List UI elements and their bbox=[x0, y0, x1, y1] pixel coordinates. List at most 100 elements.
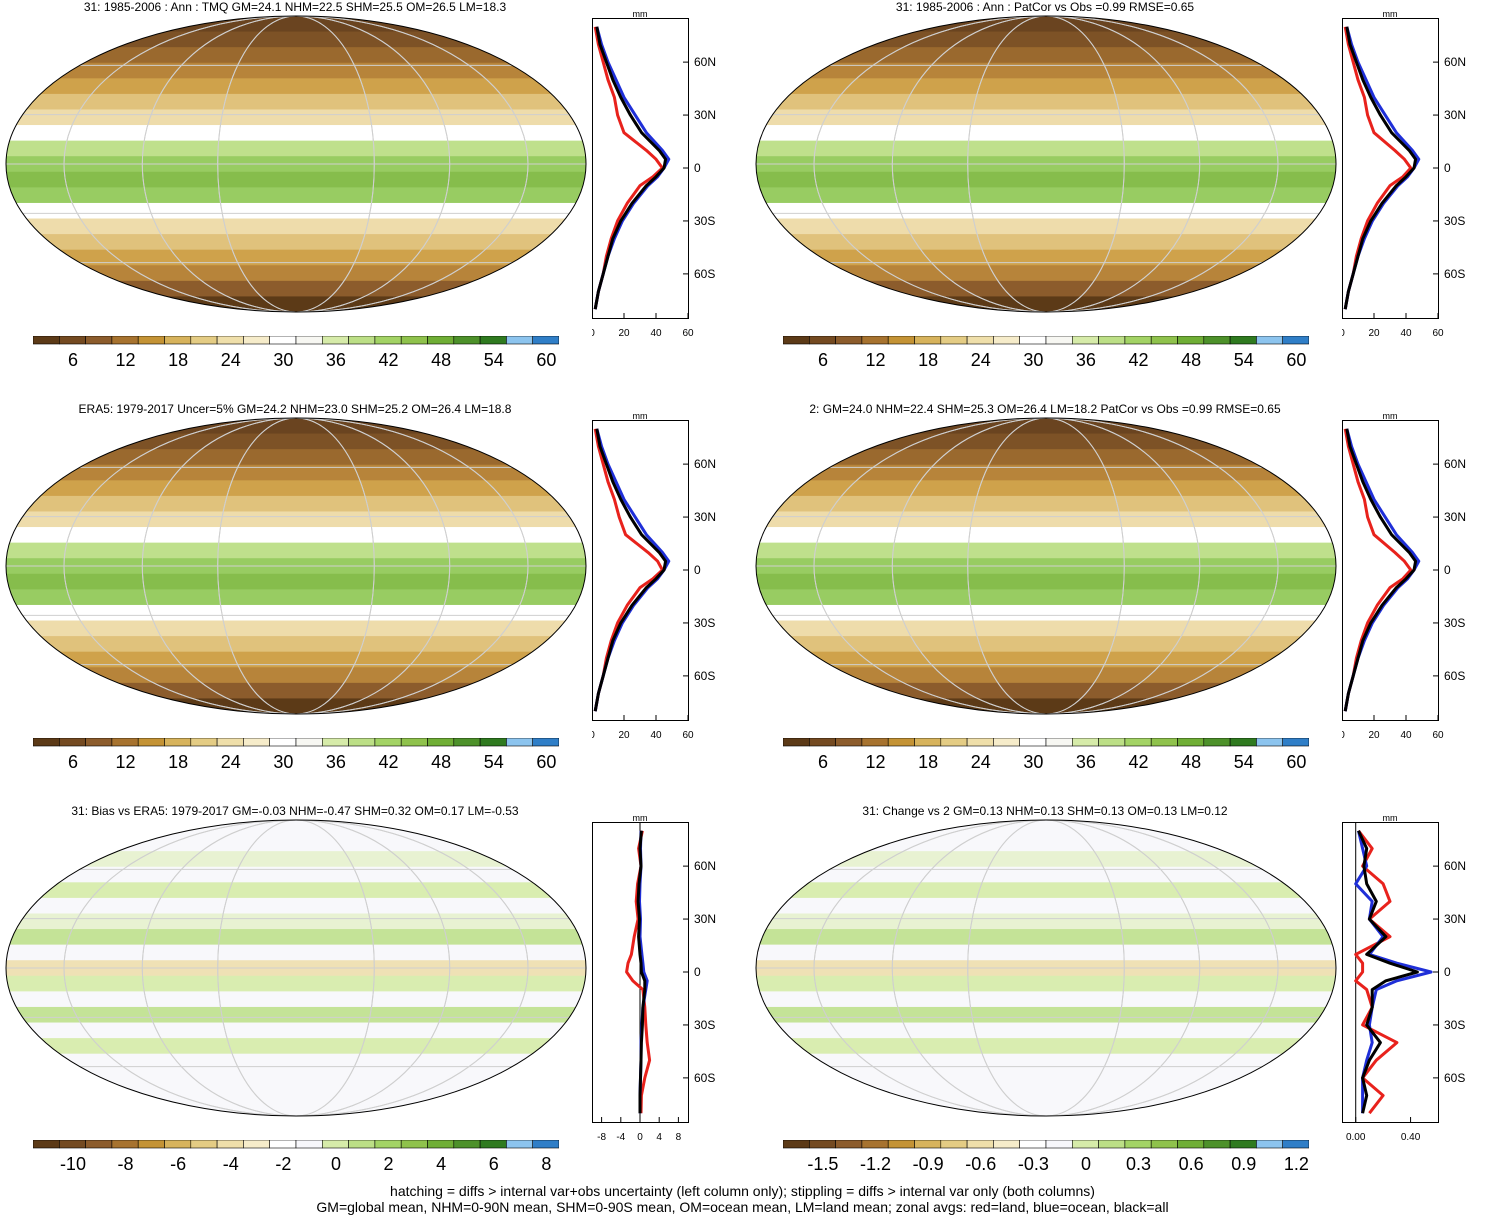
colorbar-swatch bbox=[1045, 1140, 1073, 1149]
zonal-x-label: 40 bbox=[1400, 328, 1412, 339]
colorbar-label: 8 bbox=[541, 1154, 551, 1174]
map-field bbox=[756, 418, 1336, 714]
colorbar-label: 4 bbox=[436, 1154, 446, 1174]
latitude-band bbox=[6, 835, 586, 853]
colorbar-label: 24 bbox=[971, 350, 991, 370]
global-map bbox=[5, 15, 587, 313]
latitude-band bbox=[6, 480, 586, 497]
colorbar-swatch bbox=[914, 738, 942, 747]
colorbar-swatch bbox=[190, 1140, 218, 1149]
latitude-band bbox=[6, 187, 586, 204]
colorbar-swatch bbox=[374, 738, 402, 747]
colorbar-label: 54 bbox=[1234, 752, 1254, 772]
colorbar-swatch bbox=[835, 1140, 863, 1149]
colorbar-swatch bbox=[808, 336, 836, 345]
colorbar-swatch bbox=[479, 738, 507, 747]
colorbar-swatch bbox=[269, 336, 297, 345]
colorbar: 612182430364248546066 bbox=[783, 336, 1309, 370]
latitude-band bbox=[756, 1100, 1336, 1116]
latitude-band bbox=[756, 991, 1336, 1008]
colorbar-swatch bbox=[783, 738, 810, 747]
colorbar-swatch bbox=[58, 738, 86, 747]
zonal-series-land bbox=[1343, 428, 1413, 712]
meridian-line bbox=[63, 418, 529, 714]
map-title: 2: GM=24.0 NHM=22.4 SHM=25.3 OM=26.4 LM=… bbox=[809, 402, 1281, 416]
colorbar-label: 12 bbox=[866, 350, 886, 370]
colorbar-swatch bbox=[532, 738, 559, 747]
zonal-series-ocean bbox=[1354, 830, 1433, 1114]
global-map bbox=[5, 819, 587, 1117]
latitude-band bbox=[6, 944, 586, 962]
latitude-band bbox=[6, 218, 586, 236]
colorbar-label: 12 bbox=[866, 752, 886, 772]
colorbar-swatch bbox=[111, 336, 139, 345]
colorbar-swatch bbox=[269, 738, 297, 747]
zonal-mean-plot: mm 60N 30N 0 30S 60S 0 20 40 60 bbox=[1342, 12, 1466, 339]
zonal-lat-label: 30N bbox=[694, 912, 716, 926]
colorbar-swatch bbox=[137, 336, 165, 345]
colorbar-swatch bbox=[1045, 738, 1073, 747]
colorbar-swatch bbox=[33, 336, 60, 345]
latitude-band bbox=[756, 109, 1336, 127]
colorbar-swatch bbox=[993, 1140, 1020, 1149]
zonal-series-all bbox=[636, 830, 647, 1114]
colorbar-label: -0.3 bbox=[1018, 1154, 1049, 1174]
latitude-band bbox=[6, 882, 586, 899]
zonal-x-label: 20 bbox=[1368, 730, 1380, 741]
latitude-band bbox=[756, 620, 1336, 638]
latitude-band bbox=[756, 573, 1336, 591]
colorbar-swatch bbox=[479, 1140, 507, 1149]
latitude-band bbox=[6, 667, 586, 684]
zonal-lat-label: 30S bbox=[1444, 1018, 1465, 1032]
zonal-series-all bbox=[593, 428, 668, 712]
meridian-line bbox=[141, 16, 451, 312]
latitude-band bbox=[756, 249, 1336, 267]
colorbar-swatch bbox=[137, 738, 165, 747]
colorbar-swatch bbox=[427, 336, 455, 345]
zonal-x-label: 4 bbox=[656, 1132, 662, 1143]
colorbar-swatch bbox=[190, 738, 218, 747]
zonal-lat-label: 30S bbox=[694, 214, 715, 228]
latitude-band bbox=[756, 464, 1336, 482]
colorbar-label: -0.6 bbox=[965, 1154, 996, 1174]
colorbar-label: -8 bbox=[118, 1154, 134, 1174]
panel-4: 2: GM=24.0 NHM=22.4 SHM=25.3 OM=26.4 LM=… bbox=[750, 402, 1485, 802]
colorbar-label: 54 bbox=[484, 752, 504, 772]
meridian-line bbox=[217, 16, 375, 312]
latitude-band bbox=[6, 1006, 586, 1024]
latitude-band bbox=[756, 93, 1336, 111]
zonal-lat-label: 60N bbox=[1444, 457, 1466, 471]
global-map bbox=[755, 819, 1337, 1117]
map-outline bbox=[5, 15, 587, 313]
colorbar-swatch bbox=[940, 738, 968, 747]
meridian-line bbox=[141, 820, 451, 1116]
latitude-band bbox=[756, 636, 1336, 653]
zonal-series-land bbox=[1354, 829, 1399, 1115]
colorbar-swatch bbox=[269, 1140, 297, 1149]
latitude-band bbox=[6, 620, 586, 638]
colorbar-swatch bbox=[1150, 738, 1178, 747]
colorbar-swatch bbox=[1124, 336, 1152, 345]
meridian-line bbox=[891, 16, 1201, 312]
colorbar-label: 42 bbox=[1129, 752, 1149, 772]
colorbar-label: 0 bbox=[1081, 1154, 1091, 1174]
meridian-line bbox=[813, 418, 1279, 714]
latitude-band bbox=[756, 296, 1336, 312]
colorbar-swatch bbox=[861, 1140, 889, 1149]
zonal-lat-label: 60S bbox=[694, 669, 715, 683]
colorbar-label: 24 bbox=[221, 752, 241, 772]
colorbar-swatch bbox=[1098, 1140, 1126, 1149]
global-map bbox=[5, 417, 587, 715]
colorbar-label: 36 bbox=[326, 350, 346, 370]
latitude-band bbox=[756, 1022, 1336, 1040]
colorbar-swatch bbox=[348, 1140, 376, 1149]
zonal-lat-label: 0 bbox=[694, 161, 701, 175]
latitude-band bbox=[756, 234, 1336, 251]
zonal-lat-label: 30N bbox=[1444, 510, 1466, 524]
latitude-band bbox=[6, 433, 586, 451]
latitude-band bbox=[756, 542, 1336, 560]
latitude-band bbox=[756, 1038, 1336, 1055]
zonal-lat-label: 60S bbox=[1444, 267, 1465, 281]
colorbar-swatch bbox=[808, 1140, 836, 1149]
colorbar-label: 48 bbox=[431, 350, 451, 370]
